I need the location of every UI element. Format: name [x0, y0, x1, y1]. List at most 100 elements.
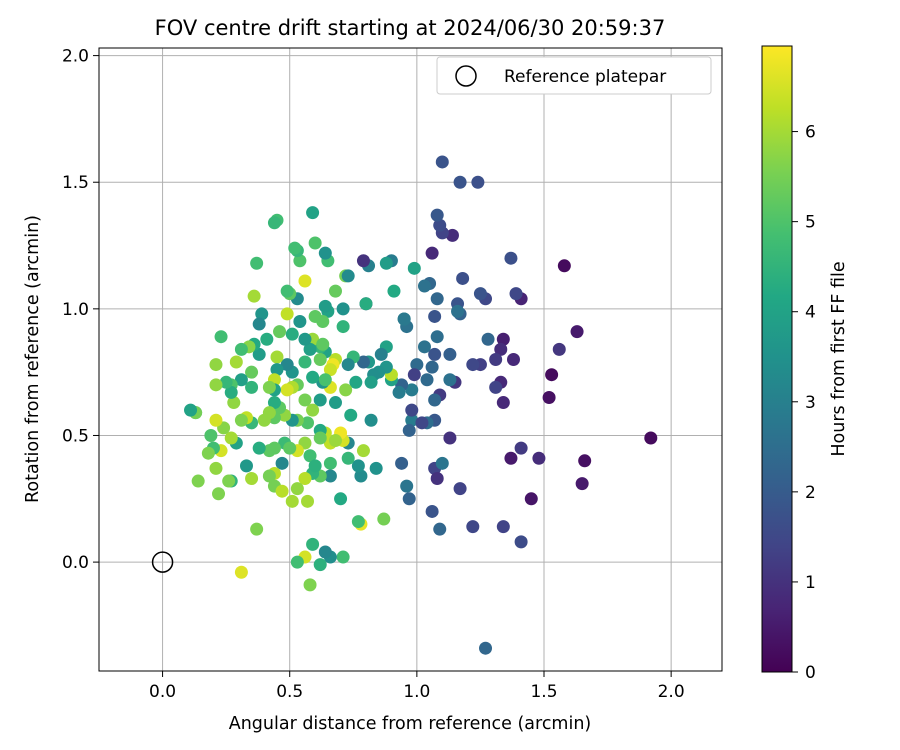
data-point: [336, 302, 350, 316]
data-point: [557, 259, 571, 273]
data-point: [336, 320, 350, 334]
data-point: [428, 393, 442, 407]
colorbar-ticks: 0 1 2 3 4 5 6: [792, 123, 816, 683]
data-point: [290, 555, 304, 569]
data-point: [644, 431, 658, 445]
data-point: [356, 254, 370, 268]
data-point: [323, 363, 337, 377]
data-point: [298, 355, 312, 369]
data-point: [313, 431, 327, 445]
data-point: [298, 472, 312, 486]
data-point: [209, 413, 223, 427]
data-point: [308, 236, 322, 250]
data-point: [239, 459, 253, 473]
data-point: [234, 565, 248, 579]
data-point: [443, 347, 457, 361]
data-point: [489, 353, 503, 366]
data-point: [425, 360, 439, 374]
y-axis-ticks: 0.0 0.5 1.0 1.5 2.0: [62, 47, 99, 573]
data-point: [328, 284, 342, 298]
data-point: [318, 299, 332, 313]
legend-label: Reference platepar: [504, 67, 666, 87]
data-point: [354, 469, 368, 483]
data-point: [339, 383, 353, 397]
data-point: [428, 347, 442, 361]
data-point: [234, 373, 248, 387]
y-tick-label: 1.0: [62, 300, 89, 320]
data-point: [494, 342, 508, 356]
data-point: [267, 396, 281, 410]
data-point: [283, 441, 297, 455]
data-point: [445, 228, 459, 242]
x-tick-label: 1.5: [530, 682, 557, 702]
data-point: [316, 337, 330, 351]
data-point: [443, 373, 457, 387]
data-point: [415, 416, 429, 430]
data-point: [262, 444, 276, 458]
data-point: [318, 373, 332, 387]
data-point: [356, 444, 370, 458]
data-point: [430, 208, 444, 222]
data-point: [364, 413, 378, 427]
data-point: [303, 578, 317, 592]
data-point: [542, 390, 556, 404]
data-point: [496, 520, 510, 534]
legend: Reference platepar: [436, 56, 712, 95]
colorbar-tick-label: 5: [805, 213, 816, 233]
data-point: [341, 451, 355, 465]
data-point: [306, 537, 320, 551]
data-point: [509, 287, 523, 301]
y-tick-label: 1.5: [62, 173, 89, 193]
data-point: [212, 487, 226, 501]
data-point: [245, 365, 259, 379]
data-point: [334, 492, 348, 506]
data-point: [425, 504, 439, 518]
data-point: [433, 522, 447, 536]
data-point: [402, 492, 416, 506]
data-point: [481, 332, 495, 346]
data-point: [514, 441, 528, 455]
data-point: [351, 515, 365, 529]
data-point: [262, 469, 276, 483]
data-point: [379, 256, 393, 270]
data-point: [250, 522, 264, 536]
data-point: [303, 449, 317, 463]
data-point: [245, 472, 259, 486]
x-tick-label: 0.5: [276, 682, 303, 702]
data-point: [245, 380, 259, 394]
data-point: [489, 380, 503, 394]
data-point: [578, 454, 592, 468]
data-point: [341, 269, 355, 283]
legend-marker: [455, 65, 477, 87]
x-tick-label: 2.0: [658, 682, 685, 702]
data-point: [298, 332, 312, 346]
data-point: [252, 441, 266, 455]
data-point: [301, 416, 315, 430]
data-point: [204, 428, 218, 442]
data-point: [392, 385, 406, 399]
data-point: [234, 413, 248, 427]
data-point: [359, 297, 373, 311]
data-point: [250, 256, 264, 270]
data-point: [407, 368, 421, 382]
data-point: [222, 474, 236, 488]
colorbar-tick-label: 6: [805, 123, 816, 143]
data-point: [267, 216, 281, 230]
data-point: [514, 535, 528, 549]
data-point: [298, 274, 312, 288]
data-point: [273, 325, 287, 339]
data-point: [280, 284, 294, 298]
data-point: [428, 309, 442, 323]
data-point: [270, 350, 284, 364]
data-point: [496, 396, 510, 410]
data-point: [285, 494, 299, 508]
data-point: [227, 396, 241, 410]
data-point: [275, 484, 289, 498]
data-point: [433, 218, 447, 232]
data-point: [435, 456, 449, 470]
data-point: [453, 175, 467, 189]
data-point: [349, 375, 363, 389]
data-point: [224, 385, 238, 399]
data-point: [374, 347, 388, 361]
data-point: [280, 358, 294, 372]
